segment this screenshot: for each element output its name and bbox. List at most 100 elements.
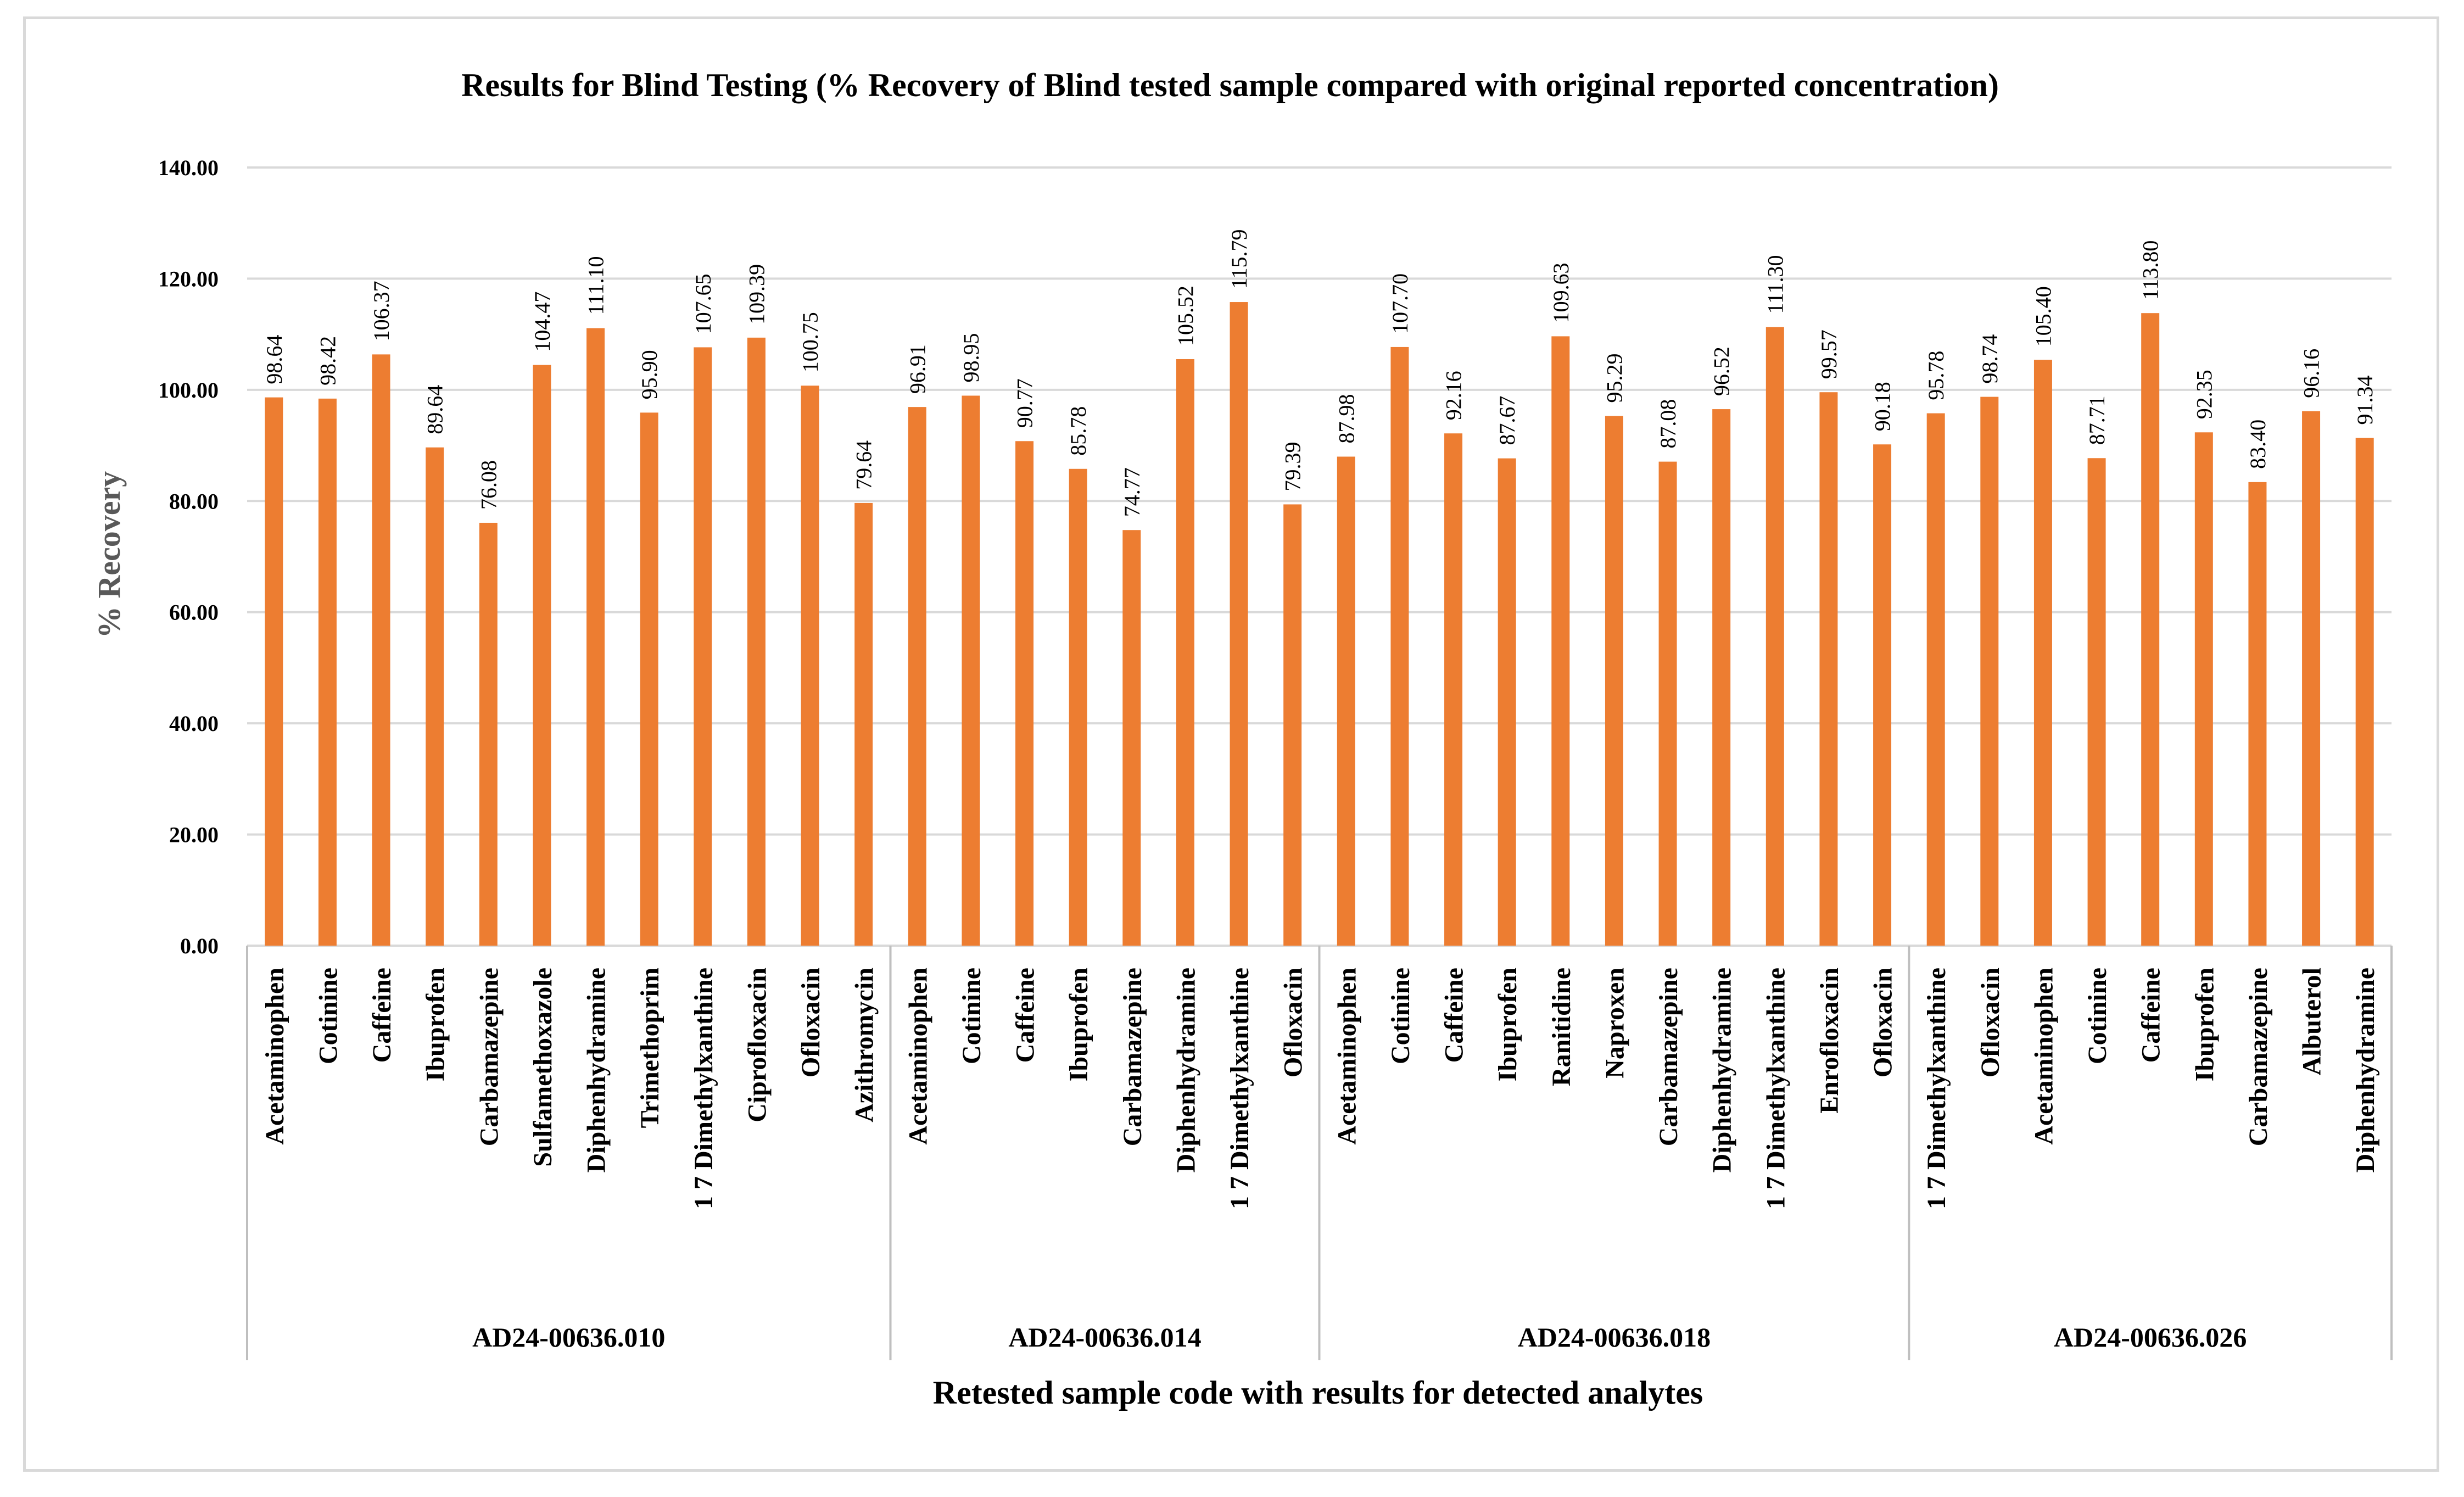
category-label: Cotinine xyxy=(957,968,986,1064)
data-label: 111.30 xyxy=(1763,255,1787,314)
category-label: Acetaminophen xyxy=(260,968,289,1145)
y-tick-label: 0.00 xyxy=(180,934,219,958)
category-label: 1 7 Dimethylxanthine xyxy=(1922,968,1951,1209)
category-label: Carbamazepine xyxy=(474,968,504,1146)
bar xyxy=(1605,416,1623,946)
bar xyxy=(1926,413,1945,946)
bar xyxy=(1819,392,1838,946)
group-label: AD24-00636.026 xyxy=(2054,1322,2247,1353)
data-label: 107.70 xyxy=(1388,273,1412,334)
bar xyxy=(1551,336,1570,946)
category-label: Diphenhydramine xyxy=(2351,968,2380,1172)
data-label: 87.08 xyxy=(1656,399,1680,449)
data-label: 95.78 xyxy=(1924,351,1948,400)
data-label: 74.77 xyxy=(1120,467,1144,517)
category-label: Acetaminophen xyxy=(903,968,932,1145)
y-axis-ticks: 0.00 20.00 40.00 60.00 80.00 100.00 120.00 140.… xyxy=(158,155,219,958)
data-label: 90.77 xyxy=(1013,378,1037,428)
bar xyxy=(694,347,712,946)
bar xyxy=(747,337,766,946)
bar xyxy=(1015,441,1034,946)
data-label: 98.74 xyxy=(1977,334,2002,384)
bar xyxy=(318,398,337,946)
bar xyxy=(1498,458,1516,946)
data-label: 96.91 xyxy=(905,344,930,394)
data-label: 104.47 xyxy=(530,292,555,352)
data-label: 83.40 xyxy=(2245,420,2270,469)
bar xyxy=(426,447,444,946)
bar xyxy=(801,386,819,946)
category-label: Naproxen xyxy=(1600,968,1629,1079)
category-label: 1 7 Dimethylxanthine xyxy=(1225,968,1254,1209)
bar xyxy=(586,328,605,946)
data-label: 96.52 xyxy=(1709,347,1734,396)
bar xyxy=(962,395,980,946)
data-label: 79.64 xyxy=(852,440,876,490)
bar xyxy=(1337,456,1355,946)
y-tick-label: 120.00 xyxy=(158,266,219,291)
data-label: 107.65 xyxy=(691,273,716,334)
y-tick-label: 60.00 xyxy=(169,600,219,625)
bar xyxy=(1444,433,1463,946)
category-label: Ofloxacin xyxy=(1279,968,1308,1077)
bar xyxy=(1712,409,1731,946)
data-label: 79.39 xyxy=(1281,442,1305,491)
bar xyxy=(1122,530,1141,946)
category-label: Albuterol xyxy=(2298,968,2327,1075)
bar xyxy=(1069,468,1087,946)
data-label: 89.64 xyxy=(423,385,448,434)
bar xyxy=(1658,461,1677,946)
category-label: Diphenhydramine xyxy=(1708,968,1737,1172)
category-label: Caffeine xyxy=(1440,968,1469,1063)
data-label: 95.90 xyxy=(637,350,662,399)
category-label: Cotinine xyxy=(1386,968,1415,1064)
group-label: AD24-00636.010 xyxy=(472,1322,665,1353)
category-label: Trimethoprim xyxy=(635,968,664,1128)
category-label: Cotinine xyxy=(314,968,343,1064)
data-label: 105.52 xyxy=(1173,286,1198,346)
data-label: 98.95 xyxy=(959,333,984,382)
category-label: Acetaminophen xyxy=(2029,968,2058,1145)
y-tick-label: 140.00 xyxy=(158,155,219,180)
data-label: 87.71 xyxy=(2085,395,2109,445)
category-label: Sulfamethoxazole xyxy=(528,968,557,1167)
bar xyxy=(1765,327,1784,946)
bar xyxy=(479,522,498,946)
category-label: Ofloxacin xyxy=(1869,968,1898,1077)
y-tick-label: 100.00 xyxy=(158,378,219,403)
bars xyxy=(265,302,2374,946)
gridlines xyxy=(247,166,2392,947)
y-tick-label: 80.00 xyxy=(169,489,219,513)
x-axis-categories: Acetaminophen Cotinine Caffeine Ibuprofen Ca… xyxy=(260,968,2380,1209)
category-label: Carbamazepine xyxy=(1118,968,1147,1146)
category-label: Carbamazepine xyxy=(2244,968,2273,1146)
data-label: 100.75 xyxy=(798,312,823,372)
category-label: Caffeine xyxy=(1011,968,1040,1063)
data-label: 92.35 xyxy=(2192,370,2216,419)
bar xyxy=(2248,482,2267,946)
bar xyxy=(533,365,551,946)
data-label: 106.37 xyxy=(369,281,394,341)
category-label: Ibuprofen xyxy=(1064,968,1093,1081)
category-label: Diphenhydramine xyxy=(1171,968,1200,1172)
data-label: 87.98 xyxy=(1334,394,1359,444)
category-label: Cotinine xyxy=(2083,968,2112,1064)
category-label: Enrofloxacin xyxy=(1815,968,1844,1114)
bar xyxy=(2302,411,2321,946)
data-label: 113.80 xyxy=(2138,241,2163,300)
category-label: Ofloxacin xyxy=(796,968,825,1077)
bar xyxy=(908,407,926,946)
category-label: Carbamazepine xyxy=(1654,968,1683,1146)
bar xyxy=(640,412,658,946)
category-label: Acetaminophen xyxy=(1332,968,1361,1145)
bar xyxy=(2194,432,2213,946)
data-label: 91.34 xyxy=(2353,376,2377,425)
data-label: 95.29 xyxy=(1602,354,1627,403)
category-label: Caffeine xyxy=(2137,968,2166,1063)
bar xyxy=(2033,360,2052,946)
data-label: 109.39 xyxy=(744,264,769,325)
x-axis-groups: AD24-00636.010 AD24-00636.014 AD24-00636.0… xyxy=(246,946,2393,1360)
data-label: 76.08 xyxy=(476,460,501,510)
chart-title: Results for Blind Testing (% Recovery of… xyxy=(461,67,1999,103)
